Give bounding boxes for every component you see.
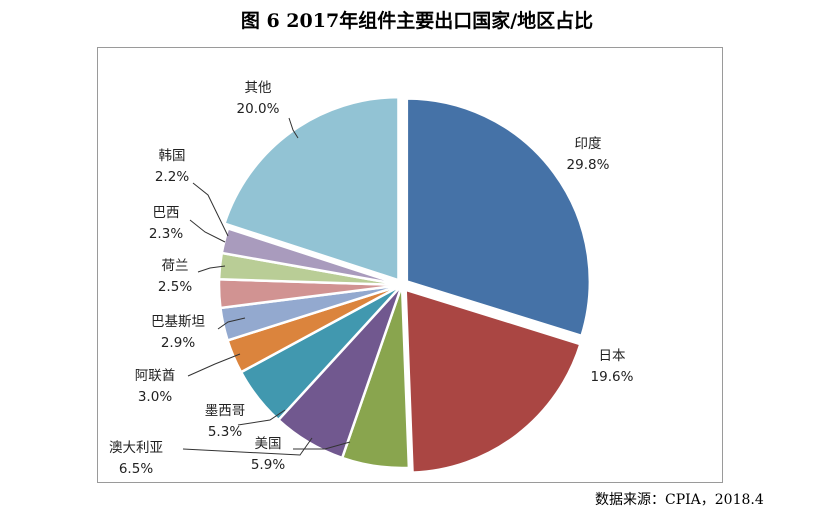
slice-name-label: 巴基斯坦 bbox=[151, 313, 205, 330]
slice-name-label: 荷兰 bbox=[162, 258, 189, 274]
slice-value-label: 2.9% bbox=[161, 335, 195, 351]
slice-value-label: 29.8% bbox=[567, 157, 610, 173]
slice-name-label: 其他 bbox=[245, 80, 272, 96]
slice-name-label: 美国 bbox=[255, 436, 282, 452]
slice-value-label: 5.9% bbox=[251, 457, 285, 473]
pie-slice-10 bbox=[220, 226, 403, 287]
slice-name-label: 韩国 bbox=[159, 148, 186, 164]
leader-line-6 bbox=[187, 353, 241, 377]
slice-value-label: 2.2% bbox=[155, 169, 189, 185]
leader-line-10 bbox=[192, 182, 229, 237]
slice-value-label: 2.5% bbox=[158, 279, 192, 295]
leader-line-8 bbox=[197, 265, 226, 273]
pie-slice-2 bbox=[404, 288, 582, 474]
slice-value-label: 20.0% bbox=[237, 101, 280, 117]
slice-value-label: 5.3% bbox=[208, 424, 242, 440]
slice-name-label: 印度 bbox=[575, 136, 602, 152]
slice-name-label: 日本 bbox=[599, 348, 627, 364]
slice-name-label: 澳大利亚 bbox=[109, 440, 163, 456]
slice-value-label: 3.0% bbox=[138, 389, 172, 405]
chart-title: 图 6 2017年组件主要出口国家/地区占比 bbox=[240, 10, 594, 32]
slice-name-label: 阿联酋 bbox=[135, 367, 176, 384]
slice-name-label: 墨西哥 bbox=[205, 403, 246, 419]
slice-name-label: 巴西 bbox=[153, 205, 180, 221]
pie-slice-1 bbox=[405, 97, 592, 338]
data-source: 数据来源：CPIA，2018.4 bbox=[595, 492, 764, 508]
leader-line-11 bbox=[288, 117, 299, 139]
leader-line-5 bbox=[237, 409, 286, 426]
slice-value-label: 2.3% bbox=[149, 226, 183, 242]
leader-line-7 bbox=[217, 317, 246, 330]
slice-value-label: 19.6% bbox=[591, 369, 634, 385]
pie-slice-11 bbox=[222, 95, 400, 282]
leader-line-4 bbox=[182, 437, 313, 456]
slice-value-label: 6.5% bbox=[119, 461, 153, 477]
leader-line-9 bbox=[189, 219, 226, 243]
